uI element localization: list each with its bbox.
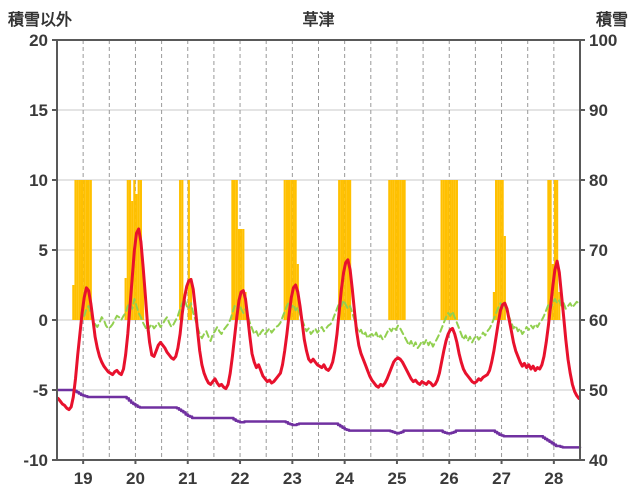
left-axis-tick-label: -5	[33, 381, 48, 400]
x-axis-tick-label: 21	[178, 469, 197, 488]
sunshine-bars	[126, 180, 129, 320]
sunshine-bars	[558, 292, 561, 320]
sunshine-bars	[287, 180, 291, 320]
sunshine-bars	[292, 180, 295, 320]
left-axis-tick-label: 0	[39, 311, 48, 330]
right-axis-tick-label: 70	[589, 241, 608, 260]
sunshine-bars	[390, 180, 393, 320]
x-axis-tick-label: 24	[335, 469, 354, 488]
sunshine-bars	[453, 180, 456, 320]
sunshine-bars	[447, 180, 450, 320]
sunshine-bars	[455, 180, 458, 320]
sunshine-bars	[503, 236, 506, 320]
sunshine-bars	[501, 180, 504, 320]
sunshine-bars	[401, 180, 404, 320]
sunshine-bars	[294, 180, 297, 320]
sunshine-bars	[392, 180, 395, 320]
sunshine-bars	[78, 180, 81, 320]
x-axis-tick-label: 22	[231, 469, 250, 488]
sunshine-bars	[141, 264, 145, 320]
sunshine-bars	[179, 180, 182, 320]
sunshine-bars	[346, 180, 350, 320]
right-axis-tick-label: 90	[589, 101, 608, 120]
right-axis-tick-label: 80	[589, 171, 608, 190]
sunshine-bars	[290, 180, 293, 320]
sunshine-bars	[72, 285, 75, 320]
left-axis-tick-label: 15	[29, 101, 48, 120]
sunshine-bars	[344, 180, 347, 320]
sunshine-bars	[128, 180, 132, 320]
x-axis-tick-label: 20	[126, 469, 145, 488]
left-axis-tick-label: 10	[29, 171, 48, 190]
x-axis-tick-label: 25	[387, 469, 406, 488]
snow-depth-line	[55, 388, 582, 449]
sunshine-bars	[74, 180, 77, 320]
sunshine-bars	[124, 278, 127, 320]
green-dashed-line	[83, 298, 580, 349]
left-axis-tick-label: -10	[23, 451, 48, 470]
sunshine-bars	[394, 180, 397, 320]
sunshine-bars	[181, 180, 184, 320]
sunshine-bars	[547, 180, 550, 320]
sunshine-bars	[349, 180, 352, 320]
sunshine-bars	[556, 180, 559, 320]
x-axis-tick-label: 26	[440, 469, 459, 488]
sunshine-bars	[399, 180, 402, 320]
sunshine-bars	[442, 180, 445, 320]
sunshine-bars	[283, 180, 286, 320]
sunshine-bars	[231, 180, 234, 320]
sunshine-bars	[242, 229, 245, 320]
sunshine-bars	[235, 180, 238, 320]
left-axis-tick-label: 5	[39, 241, 48, 260]
sunshine-bars	[80, 180, 84, 320]
sunshine-bars	[340, 180, 343, 320]
sunshine-bars	[135, 194, 138, 320]
sunshine-bars	[89, 180, 92, 320]
right-axis-title: 積雪	[595, 12, 628, 29]
chart-title: 草津	[302, 12, 335, 29]
sunshine-bars	[388, 180, 391, 320]
sunshine-bars	[549, 180, 552, 320]
sunshine-bars	[83, 180, 86, 320]
sunshine-bars	[440, 180, 443, 320]
sunshine-bars	[338, 180, 341, 320]
right-axis-tick-label: 60	[589, 311, 608, 330]
sunshine-bars	[449, 180, 452, 320]
sunshine-bars	[497, 180, 500, 320]
sunshine-bars	[342, 180, 345, 320]
x-axis-tick-label: 23	[283, 469, 302, 488]
sunshine-bars	[403, 180, 406, 320]
sunshine-bars	[187, 180, 190, 320]
temperature-line	[56, 227, 581, 412]
right-axis-tick-label: 50	[589, 381, 608, 400]
sunshine-bars	[85, 180, 88, 320]
left-axis-title: 積雪以外	[8, 12, 73, 29]
sunshine-bars	[499, 180, 502, 320]
x-axis-tick-label: 19	[74, 469, 93, 488]
x-axis-tick-label: 27	[492, 469, 511, 488]
sunshine-bars	[233, 180, 236, 320]
sunshine-bars	[285, 180, 288, 320]
sunshine-bars	[553, 180, 557, 320]
left-axis-tick-label: 20	[29, 31, 48, 50]
sunshine-bars	[87, 180, 90, 320]
sunshine-bars	[237, 229, 241, 320]
sunshine-bars	[240, 229, 243, 320]
sunshine-bars	[137, 180, 140, 320]
x-axis-tick-label: 28	[544, 469, 563, 488]
sunshine-bars	[396, 180, 400, 320]
sunshine-bars	[444, 180, 448, 320]
sunshine-bars	[495, 180, 498, 320]
sunshine-bars	[189, 278, 193, 320]
right-axis-tick-label: 100	[589, 31, 617, 50]
sunshine-bars	[492, 292, 496, 320]
right-axis-tick-label: 40	[589, 451, 608, 470]
sunshine-bars	[76, 180, 79, 320]
sunshine-bars	[451, 180, 454, 320]
